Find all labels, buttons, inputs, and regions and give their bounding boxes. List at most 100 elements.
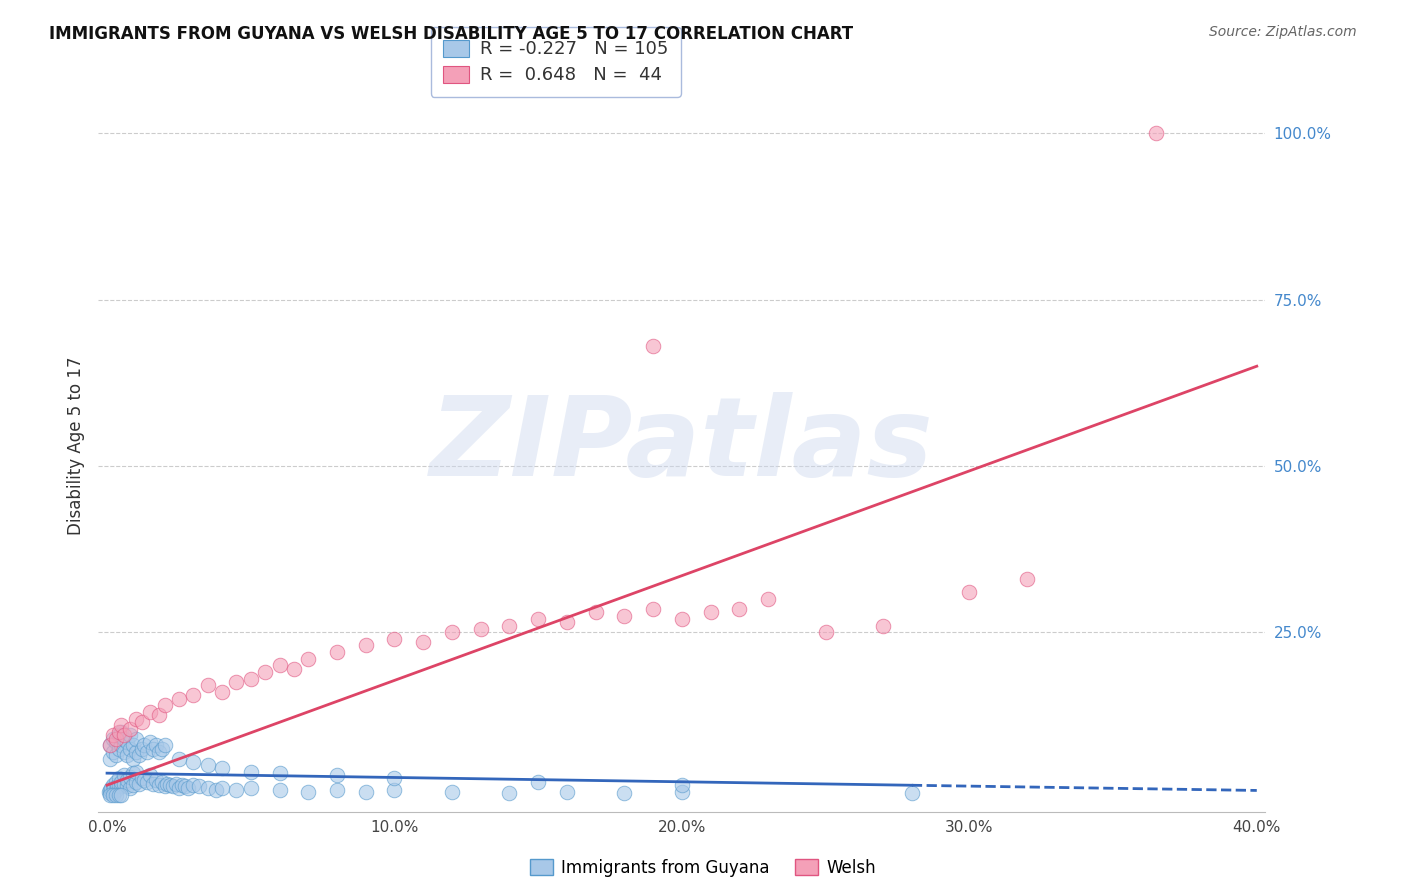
Point — [118, 741, 141, 756]
Y-axis label: Disability Age 5 to 17: Disability Age 5 to 17 — [66, 357, 84, 535]
Point — [104, 735, 127, 749]
Point — [156, 777, 179, 791]
Point — [326, 768, 349, 782]
Point — [110, 738, 132, 752]
Point — [412, 635, 434, 649]
Point — [354, 639, 377, 653]
Point — [112, 728, 135, 742]
Point — [239, 781, 262, 796]
Point — [131, 772, 153, 786]
Point — [128, 777, 150, 791]
Point — [167, 691, 190, 706]
Point — [101, 778, 124, 792]
Point — [122, 778, 145, 792]
Point — [110, 774, 132, 789]
Point — [118, 770, 141, 784]
Point — [297, 785, 319, 799]
Point — [112, 777, 135, 791]
Point — [167, 751, 190, 765]
Point — [498, 618, 520, 632]
Point — [107, 725, 129, 739]
Point — [104, 783, 127, 797]
Point — [165, 777, 187, 791]
Point — [104, 774, 127, 789]
Point — [105, 780, 128, 794]
Point — [122, 766, 145, 780]
Point — [643, 339, 665, 353]
Text: ZIPatlas: ZIPatlas — [430, 392, 934, 500]
Point — [104, 788, 127, 802]
Point — [115, 735, 138, 749]
Point — [107, 778, 129, 792]
Point — [197, 758, 219, 772]
Point — [107, 772, 129, 786]
Text: Source: ZipAtlas.com: Source: ZipAtlas.com — [1209, 25, 1357, 39]
Point — [98, 786, 121, 800]
Legend: Immigrants from Guyana, Welsh: Immigrants from Guyana, Welsh — [523, 853, 883, 884]
Point — [527, 774, 550, 789]
Point — [872, 618, 894, 632]
Point — [125, 764, 148, 779]
Point — [107, 788, 129, 802]
Point — [197, 781, 219, 796]
Point — [269, 658, 291, 673]
Point — [139, 735, 162, 749]
Point — [118, 722, 141, 736]
Point — [131, 714, 153, 729]
Point — [136, 745, 159, 759]
Point — [103, 781, 125, 796]
Point — [101, 788, 124, 802]
Point — [671, 778, 693, 792]
Point — [100, 781, 122, 796]
Point — [1015, 572, 1038, 586]
Point — [671, 612, 693, 626]
Point — [148, 745, 170, 759]
Point — [239, 672, 262, 686]
Point — [101, 785, 124, 799]
Point — [115, 780, 138, 794]
Point — [901, 786, 924, 800]
Point — [555, 615, 578, 630]
Point — [162, 780, 184, 794]
Point — [98, 738, 121, 752]
Point — [211, 762, 233, 776]
Point — [173, 780, 195, 794]
Point — [112, 768, 135, 782]
Point — [440, 785, 463, 799]
Point — [671, 785, 693, 799]
Point — [699, 605, 721, 619]
Point — [225, 783, 247, 797]
Point — [181, 755, 204, 769]
Point — [283, 662, 305, 676]
Text: IMMIGRANTS FROM GUYANA VS WELSH DISABILITY AGE 5 TO 17 CORRELATION CHART: IMMIGRANTS FROM GUYANA VS WELSH DISABILI… — [49, 25, 853, 43]
Point — [384, 783, 406, 797]
Point — [115, 772, 138, 787]
Point — [101, 728, 124, 742]
Point — [118, 728, 141, 742]
Point — [110, 788, 132, 802]
Point — [555, 785, 578, 799]
Point — [167, 781, 190, 796]
Point — [1144, 127, 1167, 141]
Point — [181, 689, 204, 703]
Point — [205, 783, 228, 797]
Point — [197, 678, 219, 692]
Point — [110, 780, 132, 794]
Point — [225, 675, 247, 690]
Point — [98, 751, 121, 765]
Point — [98, 738, 121, 752]
Point — [136, 774, 159, 789]
Point — [125, 774, 148, 789]
Point — [643, 602, 665, 616]
Point — [354, 785, 377, 799]
Point — [110, 718, 132, 732]
Point — [498, 786, 520, 800]
Point — [128, 748, 150, 763]
Point — [101, 731, 124, 746]
Point — [98, 788, 121, 802]
Point — [176, 781, 198, 796]
Point — [527, 612, 550, 626]
Point — [134, 772, 156, 787]
Point — [145, 738, 167, 752]
Point — [181, 778, 204, 792]
